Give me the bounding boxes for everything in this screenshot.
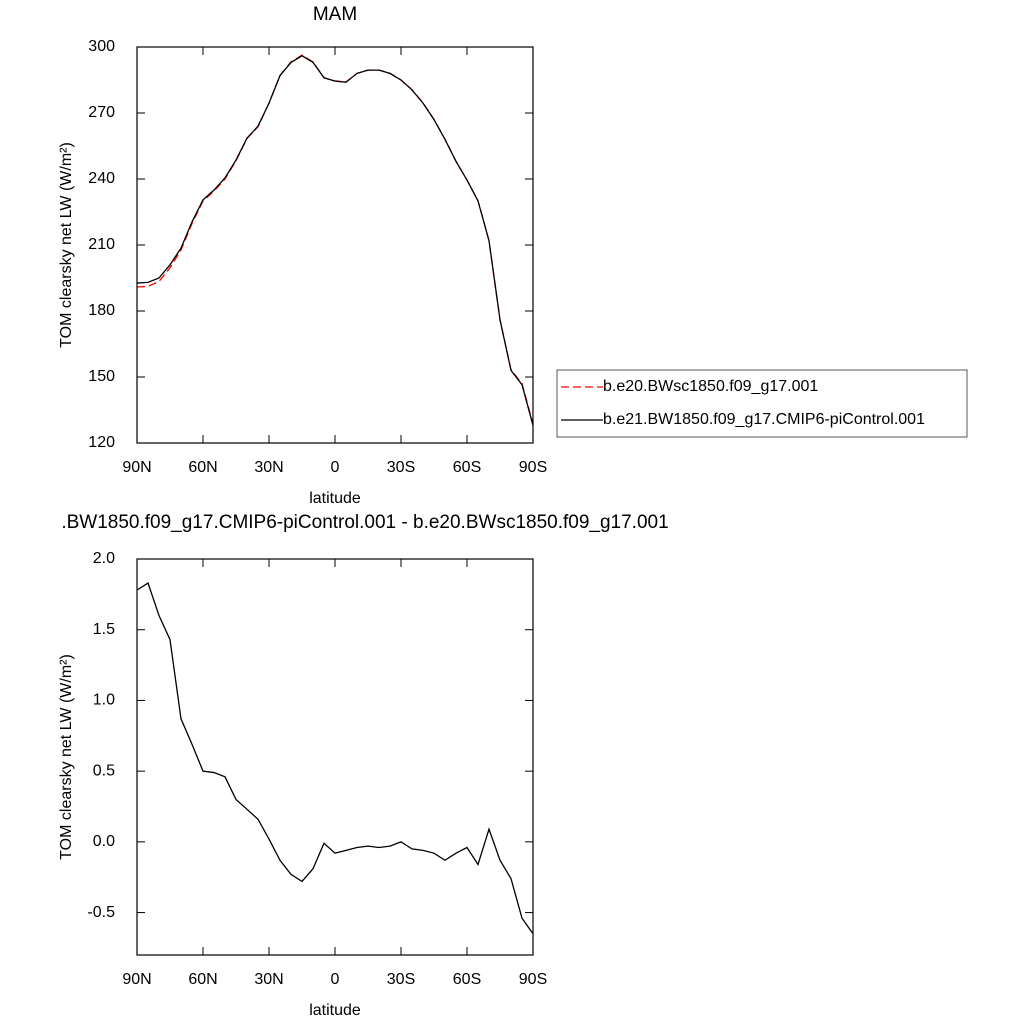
x-tick-label: 60S: [453, 459, 481, 476]
x-tick-label: 30S: [387, 459, 415, 476]
y-tick-label: 210: [88, 236, 115, 253]
x-tick-label: 30N: [254, 971, 283, 988]
data-line: [136, 582, 534, 935]
legend-box: [556, 369, 968, 438]
legend-label: b.e20.BWsc1850.f09_g17.001: [603, 378, 818, 395]
y-axis-label: TOM clearsky net LW (W/m²): [58, 142, 75, 348]
y-tick-label: 1.5: [93, 621, 115, 638]
y-tick-label: 180: [88, 302, 115, 319]
data-line: [136, 54, 534, 425]
y-tick-label: 270: [88, 104, 115, 121]
x-tick-label: 0: [331, 971, 340, 988]
x-axis-label: latitude: [309, 490, 361, 507]
x-tick-label: 0: [331, 459, 340, 476]
x-tick-label: 60N: [188, 971, 217, 988]
x-tick-label: 60N: [188, 459, 217, 476]
plot-frame: [136, 46, 534, 444]
x-tick-label: 90S: [519, 459, 547, 476]
y-tick-label: 240: [88, 170, 115, 187]
chart-title: .BW1850.f09_g17.CMIP6-piControl.001 - b.…: [61, 512, 668, 533]
x-tick-label: 60S: [453, 971, 481, 988]
legend-label: b.e21.BW1850.f09_g17.CMIP6-piControl.001: [603, 411, 925, 428]
x-tick-label: 90N: [122, 459, 151, 476]
y-tick-label: -0.5: [87, 904, 115, 921]
y-tick-label: 300: [88, 38, 115, 55]
x-tick-label: 30S: [387, 971, 415, 988]
x-axis-label: latitude: [309, 1002, 361, 1019]
plot-frame: [136, 558, 534, 956]
y-tick-label: 0.5: [93, 762, 115, 779]
y-tick-label: 120: [88, 434, 115, 451]
y-tick-label: 2.0: [93, 550, 115, 567]
y-tick-label: 1.0: [93, 692, 115, 709]
x-tick-label: 30N: [254, 459, 283, 476]
chart-title: MAM: [313, 4, 357, 25]
y-tick-label: 0.0: [93, 833, 115, 850]
x-tick-label: 90S: [519, 971, 547, 988]
y-axis-label: TOM clearsky net LW (W/m²): [58, 654, 75, 860]
x-tick-label: 90N: [122, 971, 151, 988]
data-line: [136, 55, 534, 426]
y-tick-label: 150: [88, 368, 115, 385]
